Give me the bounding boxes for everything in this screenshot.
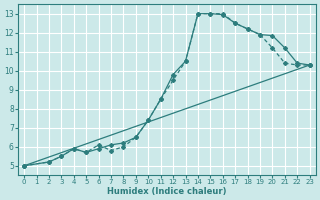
X-axis label: Humidex (Indice chaleur): Humidex (Indice chaleur) (107, 187, 227, 196)
